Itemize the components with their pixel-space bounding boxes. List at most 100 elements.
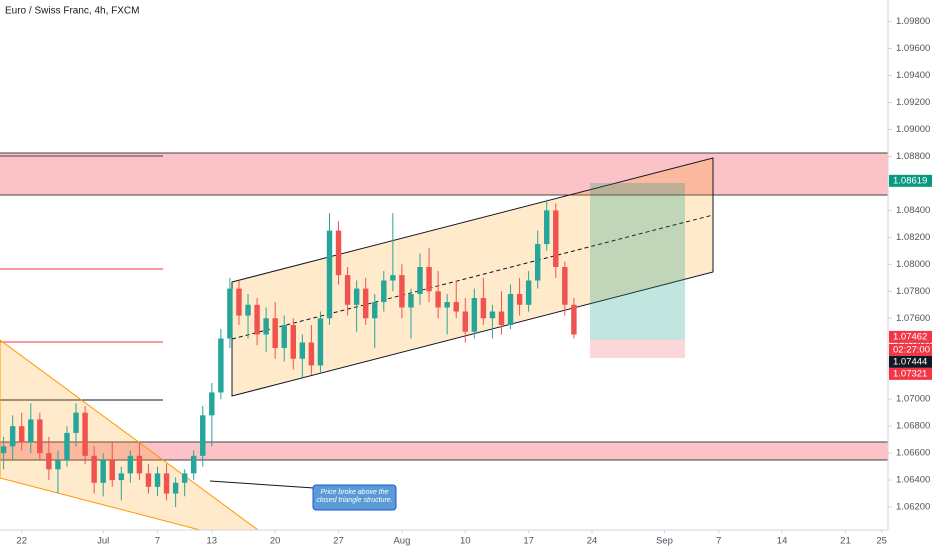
candle-body <box>91 455 97 483</box>
y-tick-label: 1.07000 <box>896 394 930 405</box>
candle-body <box>426 267 432 292</box>
price-axis <box>888 0 932 550</box>
candle-body <box>37 419 43 454</box>
candle-body <box>372 302 378 319</box>
x-tick-label: 21 <box>840 536 851 547</box>
x-tick-label: 7 <box>716 536 721 547</box>
candle-body <box>399 275 405 308</box>
stop-zone <box>590 340 685 358</box>
candle-body <box>544 210 550 245</box>
candle-body <box>534 244 541 281</box>
candle-body <box>109 459 115 481</box>
x-tick-label: 25 <box>876 536 887 547</box>
candle-body <box>227 288 233 339</box>
candle-body <box>335 230 342 276</box>
candle-body <box>236 288 242 316</box>
price-label: 1.07462 <box>893 331 927 342</box>
candle-body <box>480 298 487 319</box>
candle-body <box>299 342 306 359</box>
callout: Price broke above the closed triangle st… <box>316 489 392 504</box>
candle-body <box>100 459 106 483</box>
x-tick-label: 10 <box>460 536 471 547</box>
price-label-bg <box>889 174 932 187</box>
y-tick-label: 1.08200 <box>896 232 930 243</box>
candle-body <box>46 453 52 470</box>
price-label-bg <box>889 355 932 368</box>
candle-body <box>562 267 568 305</box>
candle-body <box>163 473 170 494</box>
support-zone <box>0 442 888 460</box>
candle-body <box>362 288 369 319</box>
price-label: 1.08619 <box>893 175 927 186</box>
candle-body <box>344 275 351 305</box>
candle-body <box>353 288 360 305</box>
candle-body <box>390 275 396 281</box>
candle-body <box>281 325 287 348</box>
candle-body <box>326 230 333 319</box>
x-tick-label: 7 <box>155 536 160 547</box>
countdown-bg <box>889 343 932 356</box>
candle-body <box>73 412 79 433</box>
callout-pointer <box>209 480 315 489</box>
channel-midline <box>231 214 714 340</box>
y-tick-label: 1.06200 <box>896 502 930 513</box>
candle-body <box>272 318 278 348</box>
candle-body <box>218 338 224 393</box>
chart-title: Euro / Swiss Franc, 4h, FXCM <box>5 6 139 17</box>
candle-body <box>9 426 16 447</box>
y-tick-label: 1.08800 <box>896 151 930 162</box>
candle-body <box>308 342 315 366</box>
candle-body <box>127 455 134 474</box>
candle-body <box>453 302 459 312</box>
candle-body <box>55 459 61 470</box>
candle-body <box>254 304 260 335</box>
candle-body <box>498 311 505 326</box>
candle-body <box>19 426 25 443</box>
candles <box>0 199 577 508</box>
candle-body <box>489 311 496 319</box>
y-tick-label: 1.09400 <box>896 70 930 81</box>
y-tick-label: 1.07600 <box>896 313 930 324</box>
x-tick-label: 24 <box>587 536 598 547</box>
candle-body <box>571 304 577 335</box>
x-tick-label: Aug <box>393 536 410 547</box>
y-tick-label: 1.06600 <box>896 448 930 459</box>
candle-body <box>82 412 88 456</box>
candle-body <box>118 473 125 481</box>
candle-body <box>381 280 387 303</box>
candle-body <box>209 392 215 416</box>
y-tick-label: 1.07800 <box>896 286 930 297</box>
candle-body <box>516 293 523 305</box>
candle-body <box>0 446 7 454</box>
candle-body <box>317 318 324 366</box>
candle-body <box>263 318 269 335</box>
y-tick-label: 1.06800 <box>896 421 930 432</box>
candle-body <box>28 419 34 443</box>
price-label-bg <box>889 330 932 343</box>
candle-body <box>145 473 152 487</box>
candle-body <box>462 311 468 332</box>
candle-body <box>435 291 441 308</box>
y-tick-label: 1.09600 <box>896 43 930 54</box>
countdown: 02:27:00 <box>893 344 930 355</box>
price-label: 1.07444 <box>893 356 927 367</box>
price-label-bg <box>889 367 932 380</box>
candle-body <box>245 304 251 316</box>
x-tick-label: 13 <box>207 536 218 547</box>
y-tick-label: 1.08000 <box>896 259 930 270</box>
y-tick-label: 1.09000 <box>896 124 930 135</box>
candle-body <box>471 298 478 332</box>
target-zone <box>590 183 685 340</box>
callout-box <box>312 484 397 511</box>
candle-body <box>507 293 514 326</box>
x-tick-label: 14 <box>777 536 788 547</box>
candle-body <box>553 210 559 268</box>
candle-body <box>190 455 197 474</box>
price-label: 1.07321 <box>893 368 927 379</box>
drawings <box>0 152 888 531</box>
x-tick-label: 22 <box>16 536 27 547</box>
candle-body <box>154 473 161 487</box>
candle-body <box>64 432 70 460</box>
